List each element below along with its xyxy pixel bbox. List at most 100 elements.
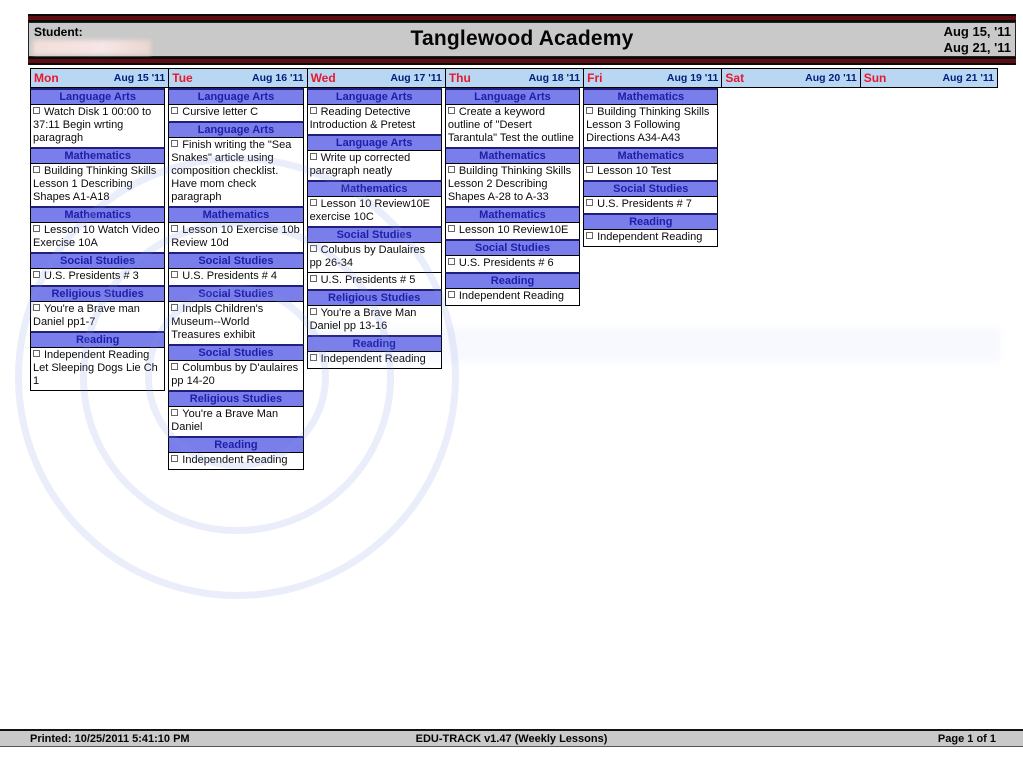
subject-header: Reading (30, 331, 166, 348)
subject-header: Social Studies (306, 226, 442, 243)
subject-header: Social Studies (168, 344, 304, 361)
lesson-item-text: Indpls Children's Museum--World Treasure… (171, 303, 264, 341)
lesson-item-text: Write up corrected paragraph neatly (309, 152, 411, 177)
checkbox-icon (309, 275, 317, 282)
checkbox-icon (309, 308, 317, 315)
lesson-block: Reading Independent Reading (306, 335, 442, 369)
checkbox-icon (33, 304, 40, 311)
lesson-item: Independent Reading Let Sleeping Dogs Li… (30, 347, 166, 391)
lesson-block: Religious Studies You're a Brave Man Dani… (306, 289, 442, 336)
checkbox-icon (171, 140, 179, 147)
lesson-item: Lesson 10 Test (583, 163, 719, 181)
lesson-item: Lesson 10 Review10E exercise 10C (306, 196, 442, 227)
top-divider (28, 14, 1016, 22)
day-header-wed: Wed Aug 17 '11 (306, 68, 445, 88)
checkbox-icon (33, 350, 40, 357)
day-column-fri: Fri Aug 19 '11 Mathematics Building Thinkin… (583, 68, 722, 247)
lesson-item: You're a Brave Man Daniel pp 13-16 (306, 305, 442, 336)
lesson-item: Write up corrected paragraph neatly (306, 150, 442, 181)
lesson-item-text: Lesson 10 Review10E (458, 224, 569, 236)
lesson-item: U.S. Presidents # 3 (30, 268, 166, 286)
lesson-item-text: Lesson 10 Review10E exercise 10C (309, 198, 431, 223)
day-lessons: Language Arts Create a keyword outline of… (444, 88, 581, 306)
lesson-item-text: Independent Reading (182, 454, 288, 466)
lesson-block: Reading Independent Reading (444, 272, 581, 306)
lesson-block: Social Studies Colubus by Daulaires pp 26… (306, 226, 442, 273)
day-date-label: Aug 20 '11 (805, 72, 857, 84)
subject-header: Mathematics (444, 206, 581, 223)
lesson-block: Reading Independent Reading (583, 213, 719, 247)
checkbox-icon (171, 455, 179, 462)
day-lessons: Language Arts Watch Disk 1 00:00 to 37:11… (30, 88, 166, 391)
lesson-item-text: U.S. Presidents # 6 (458, 257, 554, 269)
student-label: Student: (34, 25, 83, 39)
checkbox-icon (447, 107, 455, 114)
lesson-block: Mathematics Building Thinking Skills Less… (583, 88, 719, 148)
day-lessons: Language Arts Reading Detective Introduct… (306, 88, 442, 369)
day-column-wed: Wed Aug 17 '11 Language Arts Reading Detect… (306, 68, 445, 369)
lesson-item-text: Lesson 10 Exercise 10b Review 10d (171, 224, 300, 249)
day-header-sat: Sat Aug 20 '11 (721, 68, 860, 88)
printed-timestamp: Printed: 10/25/2011 5:41:10 PM (30, 733, 190, 745)
lesson-block: Language Arts Create a keyword outline of… (444, 88, 581, 148)
day-name-label: Wed (310, 71, 336, 85)
subject-header: Language Arts (306, 88, 442, 105)
lesson-item: Finish writing the "Sea Snakes" article … (168, 137, 304, 207)
lesson-block: Social Studies Columbus by D'aulaires pp … (168, 344, 304, 391)
day-column-tue: Tue Aug 16 '11 Language Arts Cursive letter… (168, 68, 307, 470)
checkbox-icon (586, 107, 594, 114)
lesson-item-text: Watch Disk 1 00:00 to 37:11 Begin wrting… (33, 106, 152, 144)
day-header-tue: Tue Aug 16 '11 (168, 68, 307, 88)
lesson-item: Reading Detective Introduction & Pretest (306, 104, 442, 135)
lesson-item-text: Columbus by D'aulaires pp 14-20 (171, 362, 299, 387)
lesson-item-text: U.S. Presidents # 4 (182, 270, 278, 282)
subject-header: Reading (306, 335, 442, 352)
lesson-item: U.S. Presidents # 5 (306, 272, 442, 290)
lesson-block: Language Arts Write up corrected paragrap… (306, 134, 442, 181)
subject-header: Religious Studies (30, 285, 166, 302)
day-header-sun: Sun Aug 21 '11 (859, 68, 998, 88)
subject-header: Social Studies (168, 252, 304, 269)
day-name-label: Mon (34, 71, 59, 85)
subject-header: Religious Studies (306, 289, 442, 306)
lesson-item-text: You're a Brave man Daniel pp1-7 (33, 303, 140, 328)
lesson-block: Religious Studies You're a Brave man Dani… (30, 285, 166, 332)
lesson-block: Social Studies U.S. Presidents # 6 (444, 239, 581, 273)
subject-header: Social Studies (30, 252, 166, 269)
day-name-label: Sat (725, 71, 745, 85)
day-date-label: Aug 16 '11 (252, 72, 304, 84)
subject-header: Reading (444, 272, 581, 289)
lesson-item: Building Thinking Skills Lesson 3 Follow… (583, 104, 719, 148)
lesson-item: Lesson 10 Review10E (444, 222, 581, 240)
subject-header: Mathematics (583, 88, 719, 105)
checkbox-icon (447, 291, 455, 298)
lesson-item-text: Colubus by Daulaires pp 26-34 (309, 244, 426, 269)
lesson-item-text: Building Thinking Skills Lesson 3 Follow… (586, 106, 710, 144)
lesson-item: U.S. Presidents # 6 (444, 255, 581, 273)
subject-header: Social Studies (583, 180, 719, 197)
day-name-label: Thu (448, 71, 471, 85)
lesson-block: Mathematics Lesson 10 Test (583, 147, 719, 181)
checkbox-icon (447, 166, 455, 173)
lesson-block: Mathematics Lesson 10 Review10E exercise … (306, 180, 442, 227)
lesson-item: Building Thinking Skills Lesson 1 Descri… (30, 163, 166, 207)
checkbox-icon (309, 199, 317, 206)
day-column-sat: Sat Aug 20 '11 (721, 68, 860, 88)
checkbox-icon (171, 363, 179, 370)
week-end-date: Aug 21, '11 (943, 40, 1011, 55)
lesson-item-text: Independent Reading (458, 290, 565, 302)
lesson-item-text: Independent Reading (597, 231, 703, 243)
lesson-item: Cursive letter C (168, 104, 304, 122)
day-date-label: Aug 18 '11 (528, 72, 581, 84)
lesson-item-text: Finish writing the "Sea Snakes" article … (171, 139, 292, 203)
day-date-label: Aug 21 '11 (942, 72, 994, 84)
day-name-label: Fri (587, 71, 603, 85)
day-date-label: Aug 17 '11 (390, 72, 442, 84)
checkbox-icon (309, 153, 317, 160)
lesson-block: Mathematics Lesson 10 Review10E (444, 206, 581, 240)
lesson-item: Lesson 10 Exercise 10b Review 10d (168, 222, 304, 253)
subject-header: Language Arts (168, 88, 304, 105)
lesson-block: Language Arts Cursive letter C (168, 88, 304, 122)
checkbox-icon (33, 107, 40, 114)
